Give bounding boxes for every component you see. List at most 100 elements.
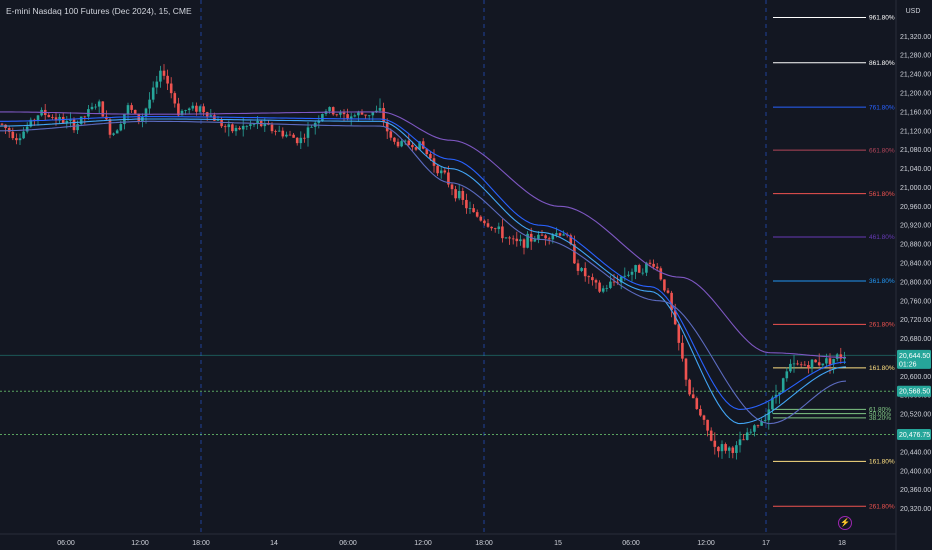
candle <box>443 168 447 175</box>
candle <box>331 106 335 116</box>
candle-body <box>249 124 252 126</box>
candle <box>814 359 817 363</box>
time-axis[interactable]: 06:00 12:00 18:00 14 06:00 12:00 18:00 15 06:00 1… <box>57 540 846 547</box>
candle-body <box>335 114 339 116</box>
price-tag-box <box>897 385 931 397</box>
candle <box>493 227 497 233</box>
candle <box>598 280 601 294</box>
candle-body <box>223 126 227 128</box>
candle <box>295 137 299 146</box>
candle <box>792 354 796 373</box>
candle <box>637 263 641 273</box>
candle-body <box>562 234 565 236</box>
candle <box>745 427 749 441</box>
candle <box>396 138 400 148</box>
candle-body <box>0 123 4 125</box>
candle <box>684 357 688 387</box>
y-tick-label: 20,720.00 <box>900 317 931 324</box>
candle-body <box>598 282 601 292</box>
candle-body <box>101 101 105 117</box>
candle-body <box>169 83 173 94</box>
candle <box>591 273 594 286</box>
candle <box>277 125 281 132</box>
candle-body <box>634 265 637 272</box>
candle-body <box>555 233 558 235</box>
candle-body <box>648 262 652 264</box>
candle-body <box>231 124 234 132</box>
candle <box>162 64 166 80</box>
candle-body <box>587 276 591 278</box>
candle <box>115 128 119 134</box>
candle <box>29 117 33 128</box>
lightning-icon[interactable]: ⚡ <box>838 516 852 530</box>
candle-body <box>195 105 198 112</box>
candle-body <box>605 287 609 289</box>
candle <box>79 116 83 127</box>
candle-body <box>439 170 443 174</box>
candle-body <box>274 131 277 132</box>
candle <box>166 69 169 90</box>
candle-body <box>108 119 112 135</box>
candle <box>454 185 457 202</box>
candle-body <box>396 141 400 147</box>
candle <box>695 396 699 410</box>
candle <box>558 232 562 237</box>
candle-body <box>407 140 411 146</box>
candle-body <box>256 120 259 125</box>
y-tick-label: 20,960.00 <box>900 204 931 211</box>
price-tag-value: 20,644.50 <box>899 353 930 360</box>
candle <box>691 387 695 399</box>
candle-body <box>137 113 141 122</box>
candle <box>583 262 587 282</box>
candle-body <box>645 262 648 273</box>
candle <box>83 115 87 125</box>
fib-level-label: 50.00% <box>869 411 891 418</box>
candle <box>785 367 789 382</box>
y-tick-label: 21,320.00 <box>900 34 931 41</box>
candle <box>508 235 511 245</box>
candle <box>825 353 828 367</box>
candle-body <box>25 126 29 132</box>
candle <box>774 384 778 404</box>
candle <box>101 101 105 117</box>
candle-body <box>389 131 393 138</box>
candle <box>699 405 702 417</box>
candle <box>11 127 15 141</box>
candle-body <box>450 184 454 190</box>
candle <box>630 268 634 282</box>
fib-level-label: 261.80% <box>869 322 895 329</box>
candle-body <box>839 354 843 359</box>
candle <box>742 434 745 441</box>
x-tick-label: 18 <box>838 540 846 547</box>
candle <box>191 102 195 111</box>
candle-body <box>353 115 357 117</box>
candle-body <box>691 394 695 399</box>
candle <box>634 264 637 280</box>
candle-body <box>825 358 828 364</box>
candle <box>407 133 411 146</box>
candle-body <box>177 103 180 116</box>
candle-body <box>641 272 645 274</box>
candle <box>90 102 94 111</box>
candle-body <box>573 244 576 264</box>
candle <box>447 165 450 188</box>
candle-body <box>519 239 522 242</box>
candle-body <box>609 281 612 288</box>
candle-body <box>65 120 69 124</box>
candle-body <box>630 271 634 275</box>
candle-body <box>763 420 767 422</box>
candle-body <box>785 371 789 379</box>
fib-level-label: 761.80% <box>869 104 895 111</box>
candle <box>832 358 835 374</box>
candle <box>223 124 227 133</box>
y-tick-label: 20,800.00 <box>900 279 931 286</box>
candle-body <box>522 239 526 248</box>
candle-body <box>382 108 385 122</box>
candle <box>450 182 454 196</box>
candle <box>177 97 180 117</box>
candle-body <box>742 439 745 441</box>
candle-body <box>385 121 389 132</box>
candle <box>688 378 691 397</box>
fib-level-label: 961.80% <box>869 15 895 22</box>
